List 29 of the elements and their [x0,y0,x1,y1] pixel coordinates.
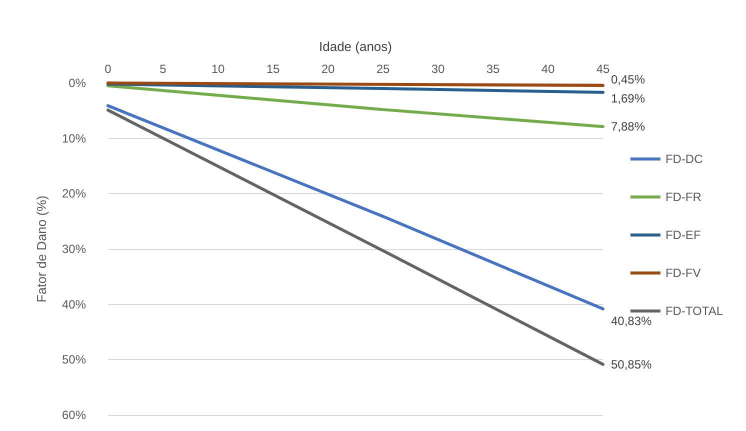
legend-label: FD-TOTAL [665,304,724,318]
legend-label: FD-EF [665,228,701,242]
legend-label: FD-FV [665,266,701,280]
x-tick-label: 35 [486,62,500,76]
data-label: 40,83% [611,314,652,328]
y-tick-label: 60% [62,408,86,422]
y-tick-label: 30% [62,242,86,256]
data-label: 1,69% [611,91,646,106]
y-tick-label: 0% [68,76,86,90]
x-tick-label: 10 [211,62,225,76]
legend-label: FD-DC [665,152,704,166]
x-tick-label: 20 [321,62,335,76]
x-tick-label: 40 [541,62,555,76]
y-tick-label: 50% [62,352,86,367]
legend-label: FD-FR [665,190,702,204]
x-tick-label: 15 [266,62,280,76]
x-tick-label: 30 [431,62,445,76]
y-tick-label: 40% [62,297,86,312]
data-label: 7,88% [611,120,646,134]
y-axis-title: Fator de Dano (%) [34,196,49,302]
x-tick-label: 45 [596,62,610,76]
x-axis-title: Idade (anos) [319,39,392,54]
y-tick-label: 20% [62,186,86,201]
x-tick-label: 5 [160,62,167,76]
x-tick-label: 25 [376,62,390,76]
y-tick-label: 10% [62,131,86,146]
x-tick-label: 0 [104,62,112,76]
data-label: 50,85% [611,357,652,372]
data-label: 0,45% [611,72,646,86]
